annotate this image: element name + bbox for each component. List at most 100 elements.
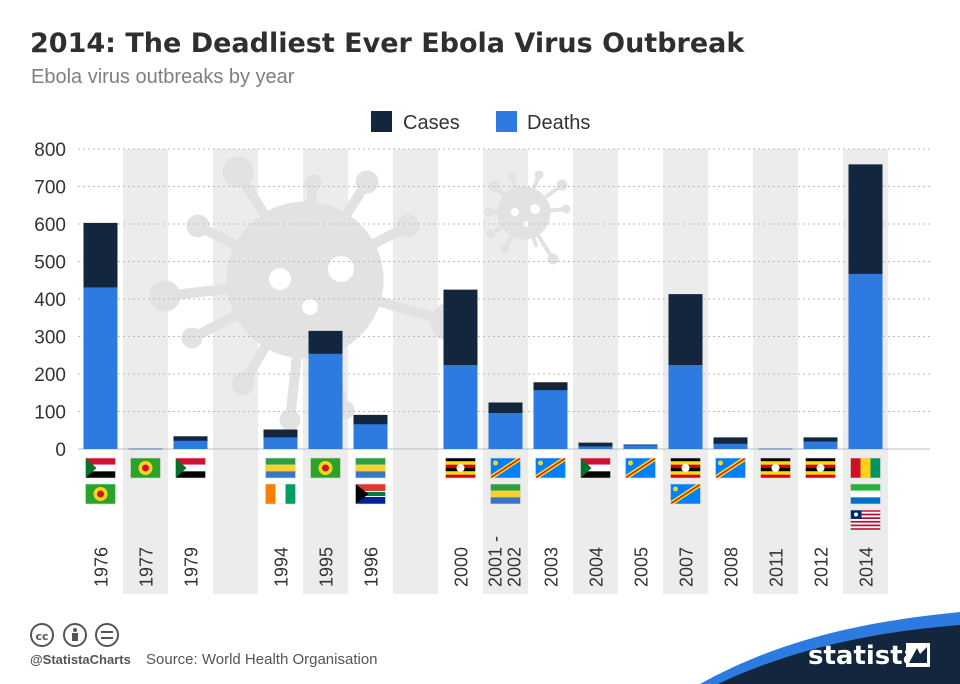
flag-zaire-icon — [310, 457, 341, 479]
x-tick-label-line: 1976 — [92, 547, 112, 587]
y-tick-label: 500 — [34, 253, 66, 274]
statista-logo[interactable]: statista — [808, 641, 920, 671]
bar-deaths — [803, 441, 838, 449]
flag-congo-drc-icon — [715, 457, 746, 479]
bar-cases — [578, 442, 613, 449]
x-tick-label-line: 1979 — [182, 547, 202, 587]
legend-label-cases: Cases — [403, 112, 460, 134]
y-tick-label: 300 — [34, 328, 66, 349]
flag-uganda-icon — [805, 457, 836, 479]
x-tick-label-line: 2011 — [767, 548, 787, 587]
bar-deaths — [848, 273, 883, 449]
x-tick-label-line: 2002 — [505, 547, 525, 587]
flag-sudan-icon — [580, 457, 611, 479]
x-tick-label: 2007 — [677, 547, 697, 587]
y-tick-label: 0 — [55, 440, 66, 461]
legend-label-deaths: Deaths — [527, 112, 590, 134]
x-tick-label: 1977 — [137, 547, 157, 587]
legend-swatch-cases — [371, 111, 392, 132]
flag-uganda-icon — [445, 457, 476, 479]
x-tick-label: 2000 — [452, 547, 472, 587]
virus-icon — [484, 170, 571, 265]
x-tick-label-line: 1996 — [362, 547, 382, 587]
flag-sierra-leone-icon — [850, 483, 881, 505]
x-tick-label: 1995 — [317, 547, 337, 587]
flag-guinea-icon — [850, 457, 881, 479]
flag-sudan-icon — [85, 457, 116, 479]
x-tick-label: 2004 — [587, 547, 607, 587]
x-tick-label-line: 1977 — [137, 547, 157, 587]
country-flags — [85, 457, 881, 531]
footer: cc @StatistaCharts Source: World Health … — [30, 612, 960, 684]
bar-deaths — [668, 365, 703, 449]
flag-uganda-icon — [760, 457, 791, 479]
bar-deaths — [353, 424, 388, 449]
column-band — [753, 149, 798, 594]
flag-gabon-icon — [490, 483, 521, 505]
creative-commons-icon[interactable]: cc — [30, 623, 54, 647]
bar-deaths — [308, 353, 343, 449]
flag-sudan-icon — [175, 457, 206, 479]
y-tick-label: 100 — [34, 403, 66, 424]
twitter-handle[interactable]: @StatistaCharts — [30, 652, 131, 667]
y-tick-label: 200 — [34, 365, 66, 386]
x-tick-label-line: 2005 — [632, 547, 652, 587]
flag-congo-drc-icon — [490, 457, 521, 479]
x-tick-label: 1994 — [272, 547, 292, 587]
bar-deaths — [623, 445, 658, 449]
column-band — [123, 149, 168, 594]
license-icons: cc — [30, 623, 119, 647]
flag-liberia-icon — [850, 509, 881, 531]
bar-deaths — [173, 440, 208, 449]
x-tick-label-line: 2008 — [722, 547, 742, 587]
column-band — [393, 149, 438, 594]
bar-deaths — [713, 443, 748, 449]
x-tick-label: 1979 — [182, 547, 202, 587]
x-tick-label-line: 2014 — [857, 547, 877, 587]
statista-logo-icon — [906, 643, 930, 667]
bar-deaths — [443, 365, 478, 449]
gridlines — [78, 148, 930, 450]
x-tick-label-line: 2004 — [587, 547, 607, 587]
no-derivatives-icon[interactable] — [95, 623, 119, 647]
virus-icon — [149, 156, 470, 431]
bar-deaths — [263, 437, 298, 449]
legend: Cases Deaths — [371, 111, 590, 134]
flag-uganda-icon — [670, 457, 701, 479]
y-tick-label: 800 — [34, 140, 66, 161]
x-tick-label-line: 2012 — [812, 547, 832, 587]
y-tick-label: 400 — [34, 290, 66, 311]
x-tick-label-line: 2003 — [542, 547, 562, 587]
legend-swatch-deaths — [496, 111, 517, 132]
x-tick-label-line: 1994 — [272, 547, 292, 587]
x-tick-label: 2008 — [722, 547, 742, 587]
x-tick-label-line: 2007 — [677, 547, 697, 587]
y-tick-label: 700 — [34, 178, 66, 199]
attribution-icon[interactable] — [63, 623, 87, 647]
y-tick-label: 600 — [34, 215, 66, 236]
x-tick-label: 2003 — [542, 547, 562, 587]
x-tick-label: 1976 — [92, 547, 112, 587]
svg-text:cc: cc — [35, 630, 48, 643]
flag-south-africa-icon — [355, 483, 386, 505]
bar-deaths — [488, 413, 523, 449]
bar-deaths — [533, 390, 568, 449]
x-tick-label-line: 2000 — [452, 547, 472, 587]
flag-zaire-icon — [130, 457, 161, 479]
x-axis: 1976 1977 1979 1994 1995 1996 2000 2001 -2002 20… — [92, 536, 877, 587]
flag-gabon-icon — [355, 457, 386, 479]
column-band — [573, 149, 618, 594]
flag-ivory-coast-icon — [265, 483, 296, 505]
x-tick-label: 2012 — [812, 547, 832, 587]
x-tick-label-line: 1995 — [317, 547, 337, 587]
source-note: Source: World Health Organisation — [146, 651, 378, 668]
flag-gabon-icon — [265, 457, 296, 479]
x-tick-label: 2014 — [857, 547, 877, 587]
chart-title: 2014: The Deadliest Ever Ebola Virus Out… — [30, 28, 745, 59]
x-tick-label: 2005 — [632, 547, 652, 587]
flag-zaire-icon — [85, 483, 116, 505]
brand-wave — [718, 625, 960, 684]
flag-congo-drc-icon — [625, 457, 656, 479]
